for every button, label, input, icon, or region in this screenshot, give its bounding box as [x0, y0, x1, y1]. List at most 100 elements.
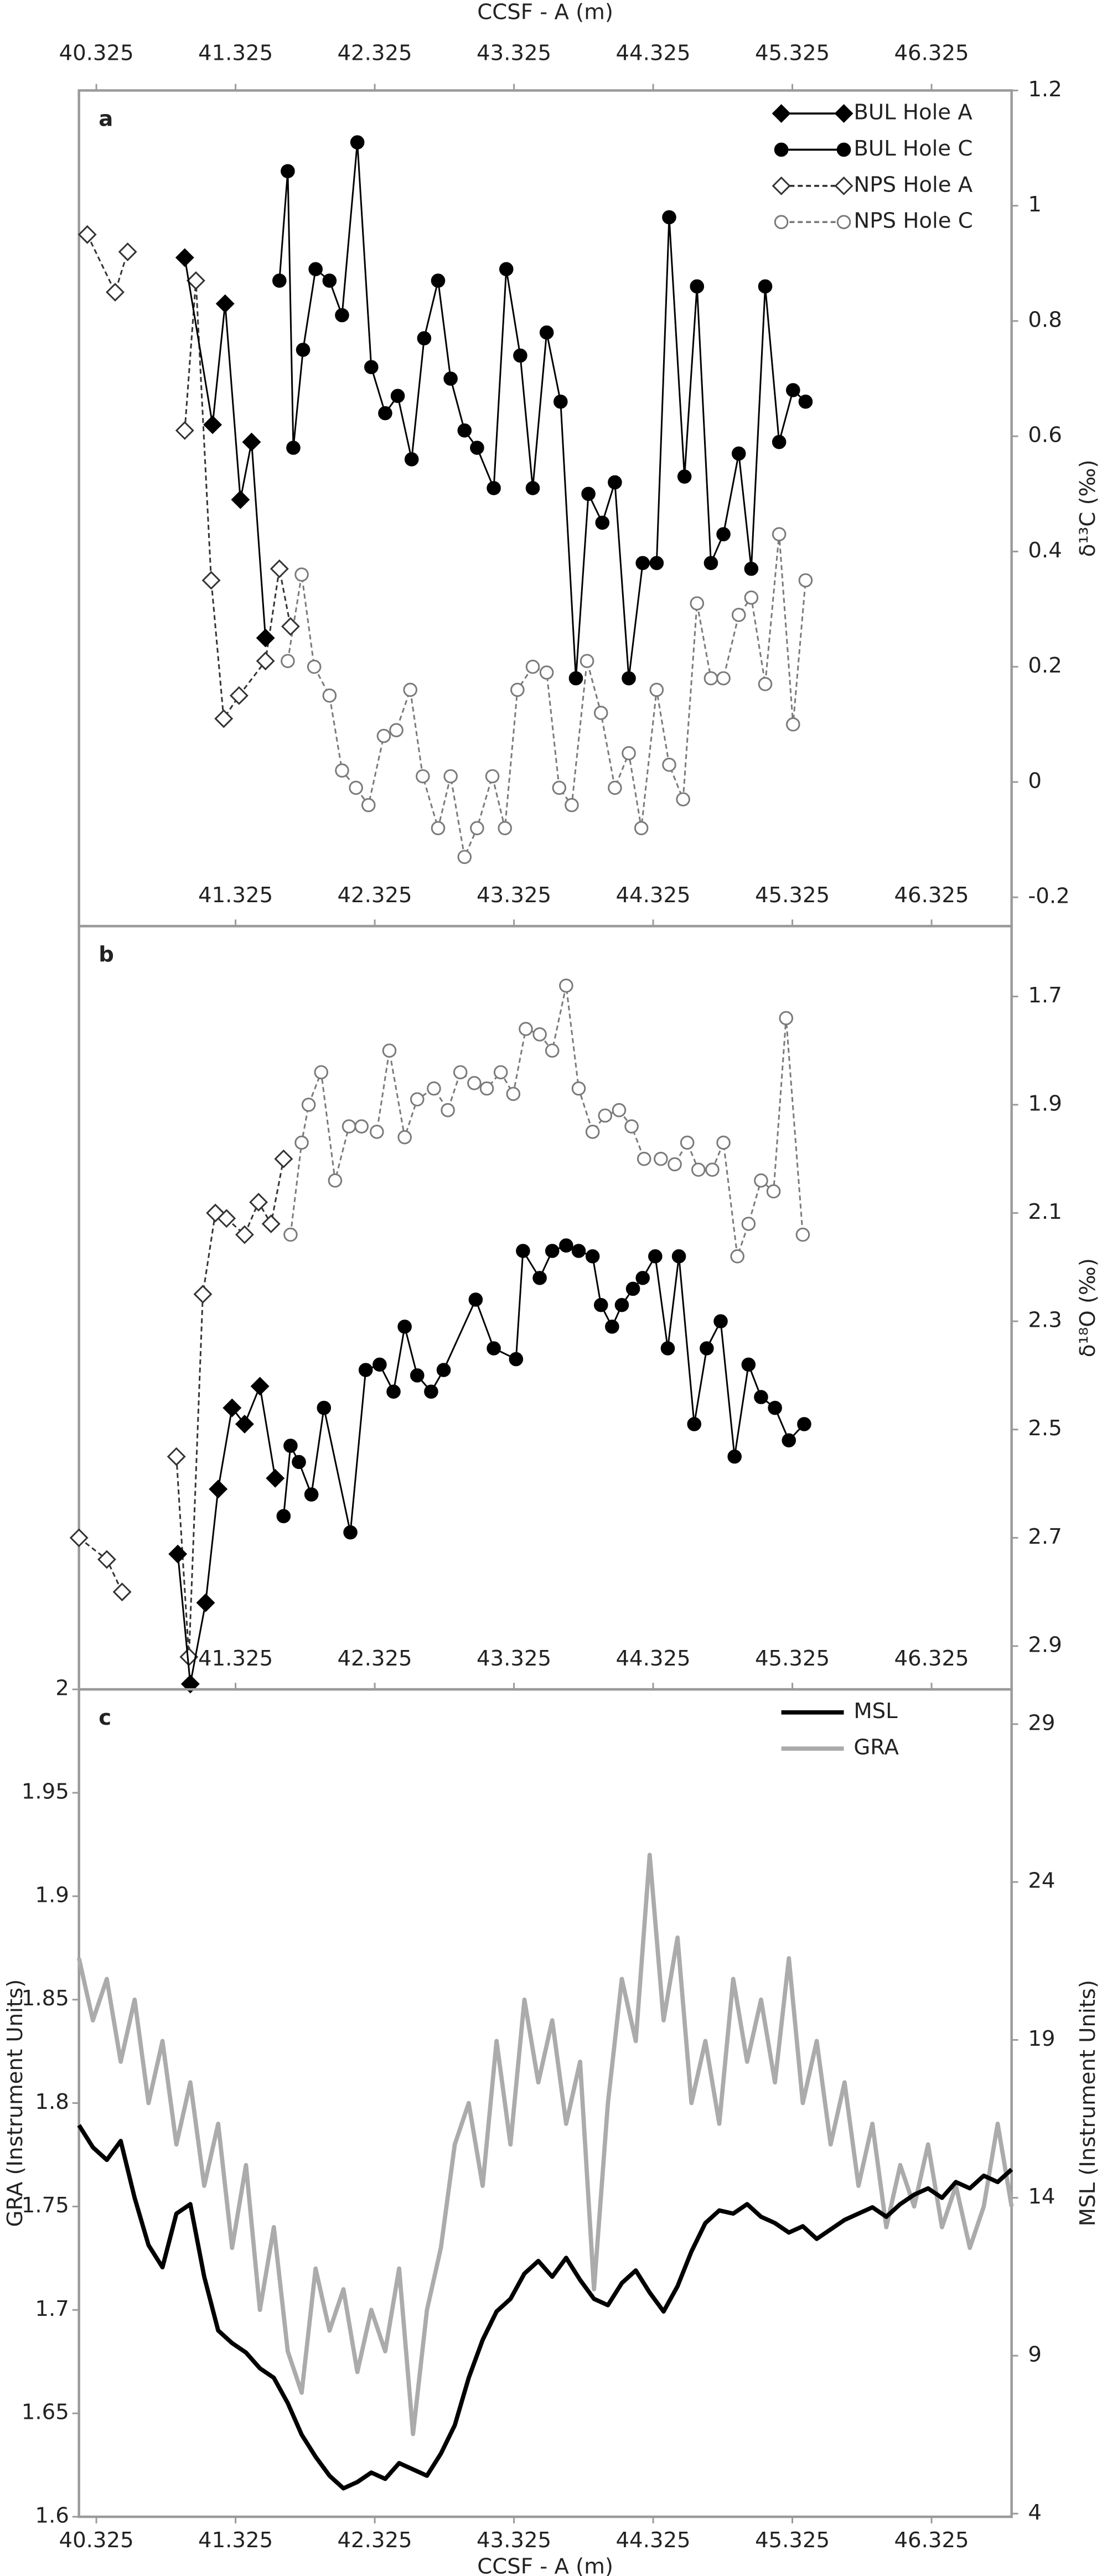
circle-marker — [506, 1087, 521, 1101]
series-line — [177, 1385, 276, 1685]
x-tick-label: 44.325 — [615, 883, 690, 908]
circle-marker — [272, 273, 287, 288]
x-tick-label: 46.325 — [894, 2528, 969, 2553]
x-tick-label: 45.325 — [755, 1646, 830, 1671]
circle-marker — [410, 1368, 425, 1383]
circle-marker — [389, 723, 404, 737]
x-tick-label: 46.325 — [894, 1646, 969, 1671]
diamond-marker — [193, 1285, 213, 1304]
circle-marker — [301, 1098, 316, 1112]
circle-marker — [532, 1027, 547, 1042]
circle-marker — [595, 515, 610, 530]
y-tick-label: 1.7 — [1028, 983, 1062, 1008]
diamond-marker — [215, 294, 235, 313]
circle-marker — [307, 659, 322, 674]
circle-marker — [741, 1217, 756, 1231]
circle-marker — [716, 527, 731, 541]
legend-label: MSL — [853, 1699, 898, 1724]
y-tick-label: 2.3 — [1028, 1308, 1062, 1333]
circle-marker — [608, 780, 622, 795]
x-axis-label: CCSF - A (m) — [477, 0, 613, 24]
diamond-marker — [242, 432, 261, 452]
circle-marker — [622, 671, 636, 686]
y-tick-label: 0 — [1028, 768, 1042, 793]
circle-marker — [276, 1509, 291, 1523]
circle-marker — [322, 273, 337, 288]
panel-label: c — [99, 1705, 111, 1730]
circle-marker — [378, 406, 392, 421]
circle-marker — [677, 469, 692, 484]
x-tick-label: 41.325 — [198, 41, 273, 66]
x-tick-label: 45.325 — [755, 883, 830, 908]
legend-marker — [836, 142, 851, 157]
circle-marker — [281, 164, 295, 179]
circle-marker — [417, 331, 432, 345]
circle-marker — [292, 1455, 306, 1470]
circle-marker — [364, 360, 379, 375]
diamond-marker — [214, 709, 234, 728]
diamond-marker — [217, 1209, 236, 1228]
circle-marker — [676, 792, 690, 806]
circle-marker — [499, 262, 514, 277]
diamond-marker — [106, 282, 125, 302]
legend-label: BUL Hole A — [853, 100, 972, 125]
circle-marker — [741, 1357, 756, 1372]
circle-marker — [350, 135, 365, 149]
y-tick-label: 2.1 — [1028, 1199, 1062, 1224]
circle-marker — [662, 210, 676, 225]
circle-marker — [668, 1157, 682, 1172]
circle-marker — [593, 1297, 608, 1312]
circle-marker — [585, 1125, 600, 1139]
circle-marker — [700, 1341, 714, 1356]
circle-marker — [758, 279, 773, 294]
diamond-marker — [201, 571, 221, 590]
series-line — [289, 985, 804, 1258]
circle-marker — [286, 441, 301, 455]
circle-marker — [539, 325, 554, 340]
circle-marker — [798, 394, 813, 409]
circle-marker — [294, 567, 309, 582]
circle-marker — [797, 1417, 811, 1431]
circle-marker — [485, 769, 500, 784]
circle-marker — [703, 671, 718, 686]
circle-marker — [335, 308, 349, 323]
circle-marker — [786, 717, 800, 732]
y2-tick-label: 24 — [1028, 1869, 1055, 1894]
y-tick-label: 2.7 — [1028, 1524, 1062, 1549]
circle-marker — [766, 1184, 781, 1199]
circle-marker — [690, 596, 705, 611]
circle-marker — [690, 279, 705, 294]
circle-marker — [754, 1173, 768, 1188]
legend-label: GRA — [853, 1735, 899, 1760]
circle-marker — [404, 452, 419, 467]
y-tick-label: 1.85 — [22, 1986, 69, 2011]
x-tick-label: 42.325 — [337, 883, 412, 908]
circle-marker — [525, 659, 540, 674]
y-tick-label: 2 — [55, 1676, 69, 1701]
circle-marker — [703, 556, 718, 571]
legend-marker — [834, 104, 853, 123]
circle-marker — [283, 1439, 298, 1453]
circle-marker — [795, 1227, 810, 1242]
circle-marker — [598, 1108, 613, 1123]
circle-marker — [361, 798, 376, 813]
circle-marker — [635, 1271, 650, 1285]
x-tick-label: 41.325 — [198, 2528, 273, 2553]
diamond-marker — [175, 421, 194, 440]
circle-marker — [637, 1151, 651, 1166]
series-line — [184, 257, 267, 638]
circle-marker — [328, 1173, 343, 1188]
circle-marker — [373, 1357, 387, 1372]
circle-marker — [525, 481, 540, 495]
circle-marker — [453, 1065, 468, 1080]
circle-marker — [479, 1081, 494, 1096]
circle-marker — [539, 665, 554, 680]
circle-marker — [343, 1525, 358, 1540]
circle-marker — [571, 1244, 586, 1258]
circle-marker — [559, 978, 573, 993]
legend-marker — [772, 176, 791, 195]
circle-marker — [487, 481, 501, 495]
plot-frame — [77, 1688, 1013, 2518]
circle-marker — [519, 1022, 533, 1036]
